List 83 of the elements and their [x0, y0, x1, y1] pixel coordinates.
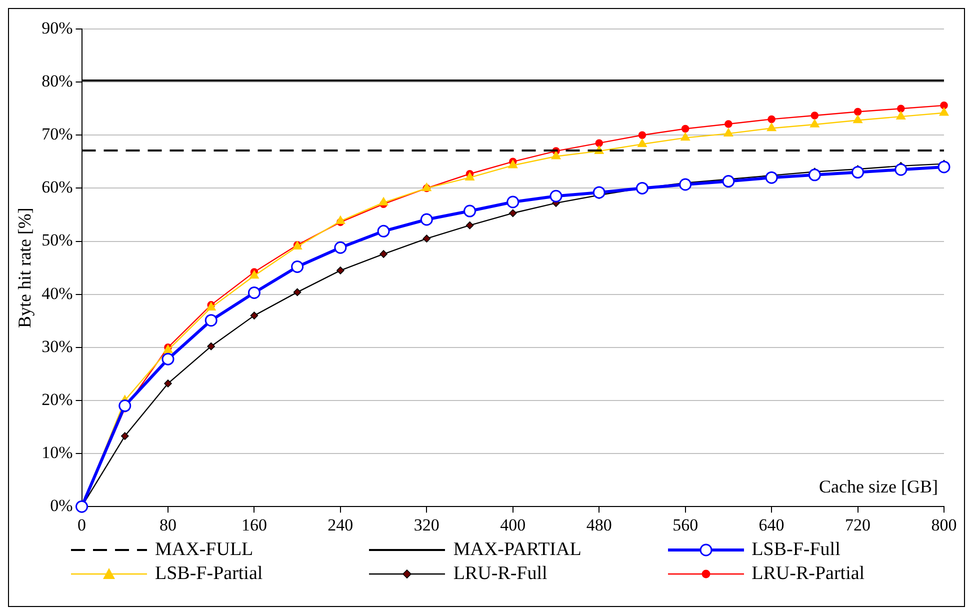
y-axis-title: Byte hit rate [%]	[14, 208, 35, 328]
point	[938, 160, 950, 174]
point	[722, 175, 735, 188]
y-tick-label: 30%	[42, 336, 73, 356]
x-tick-label: 240	[328, 515, 354, 534]
y-tick-label: 0%	[50, 496, 73, 516]
y-tick-label: 40%	[42, 284, 73, 303]
point	[249, 270, 259, 279]
point	[76, 500, 88, 513]
point	[681, 124, 690, 133]
point	[679, 178, 692, 191]
point	[291, 260, 304, 273]
point	[766, 122, 776, 132]
legend-label: MAX-PARTIAL	[453, 539, 582, 561]
point	[207, 342, 215, 350]
y-tick-label: 20%	[42, 390, 73, 409]
point	[637, 138, 647, 148]
point	[550, 190, 562, 202]
legend-label: LRU-R-Partial	[752, 563, 865, 585]
point	[334, 241, 347, 254]
x-tick-label: 480	[586, 515, 612, 534]
point	[592, 186, 606, 199]
point	[380, 250, 388, 258]
point	[336, 266, 344, 274]
point	[378, 197, 388, 206]
point	[377, 224, 390, 238]
legend-label: LRU-R-Full	[453, 563, 548, 585]
point	[293, 288, 302, 296]
point	[465, 172, 474, 180]
x-tick-label: 0	[78, 515, 86, 534]
point	[250, 312, 258, 320]
x-tick-label: 560	[672, 515, 698, 534]
x-tick-label: 720	[845, 515, 871, 534]
point	[508, 209, 517, 218]
point	[810, 119, 820, 128]
y-tick-label: 90%	[42, 18, 73, 38]
point	[854, 108, 862, 116]
point	[939, 107, 949, 116]
point	[852, 166, 864, 179]
point	[162, 352, 174, 366]
legend-label: LSB-F-Partial	[155, 563, 263, 585]
point	[638, 131, 646, 140]
point	[680, 132, 690, 141]
legend-label: LSB-F-Full	[752, 539, 840, 561]
point	[422, 234, 431, 243]
x-tick-label: 800	[931, 515, 957, 534]
y-tick-label: 80%	[42, 72, 73, 91]
y-tick-label: 70%	[42, 124, 73, 144]
point	[118, 400, 132, 412]
point	[508, 160, 518, 168]
point	[810, 112, 819, 120]
point	[420, 213, 433, 226]
point	[896, 111, 906, 120]
point	[808, 168, 821, 182]
point	[636, 182, 648, 194]
point	[894, 163, 908, 176]
x-tick-label: 80	[159, 515, 176, 534]
point	[940, 102, 948, 110]
point	[765, 171, 778, 184]
y-tick-label: 60%	[42, 178, 73, 197]
point	[551, 150, 561, 160]
point	[853, 114, 863, 124]
x-tick-label: 640	[758, 515, 784, 534]
point	[464, 204, 476, 218]
point	[336, 216, 346, 224]
legend-label: MAX-FULL	[155, 539, 254, 561]
y-tick-label: 10%	[42, 443, 73, 462]
point	[466, 221, 474, 230]
x-tick-label: 400	[500, 515, 526, 534]
point	[120, 432, 129, 440]
point	[595, 139, 604, 147]
point	[896, 104, 905, 112]
x-tick-label: 320	[414, 515, 440, 534]
point	[724, 128, 734, 136]
point	[724, 120, 732, 128]
x-tick-label: 160	[241, 515, 267, 534]
y-tick-label: 50%	[42, 230, 73, 250]
point	[164, 380, 172, 388]
point	[506, 196, 520, 208]
point	[768, 115, 776, 124]
x-axis-title: Cache size [GB]	[819, 476, 938, 496]
point	[204, 314, 218, 327]
point	[248, 286, 260, 299]
